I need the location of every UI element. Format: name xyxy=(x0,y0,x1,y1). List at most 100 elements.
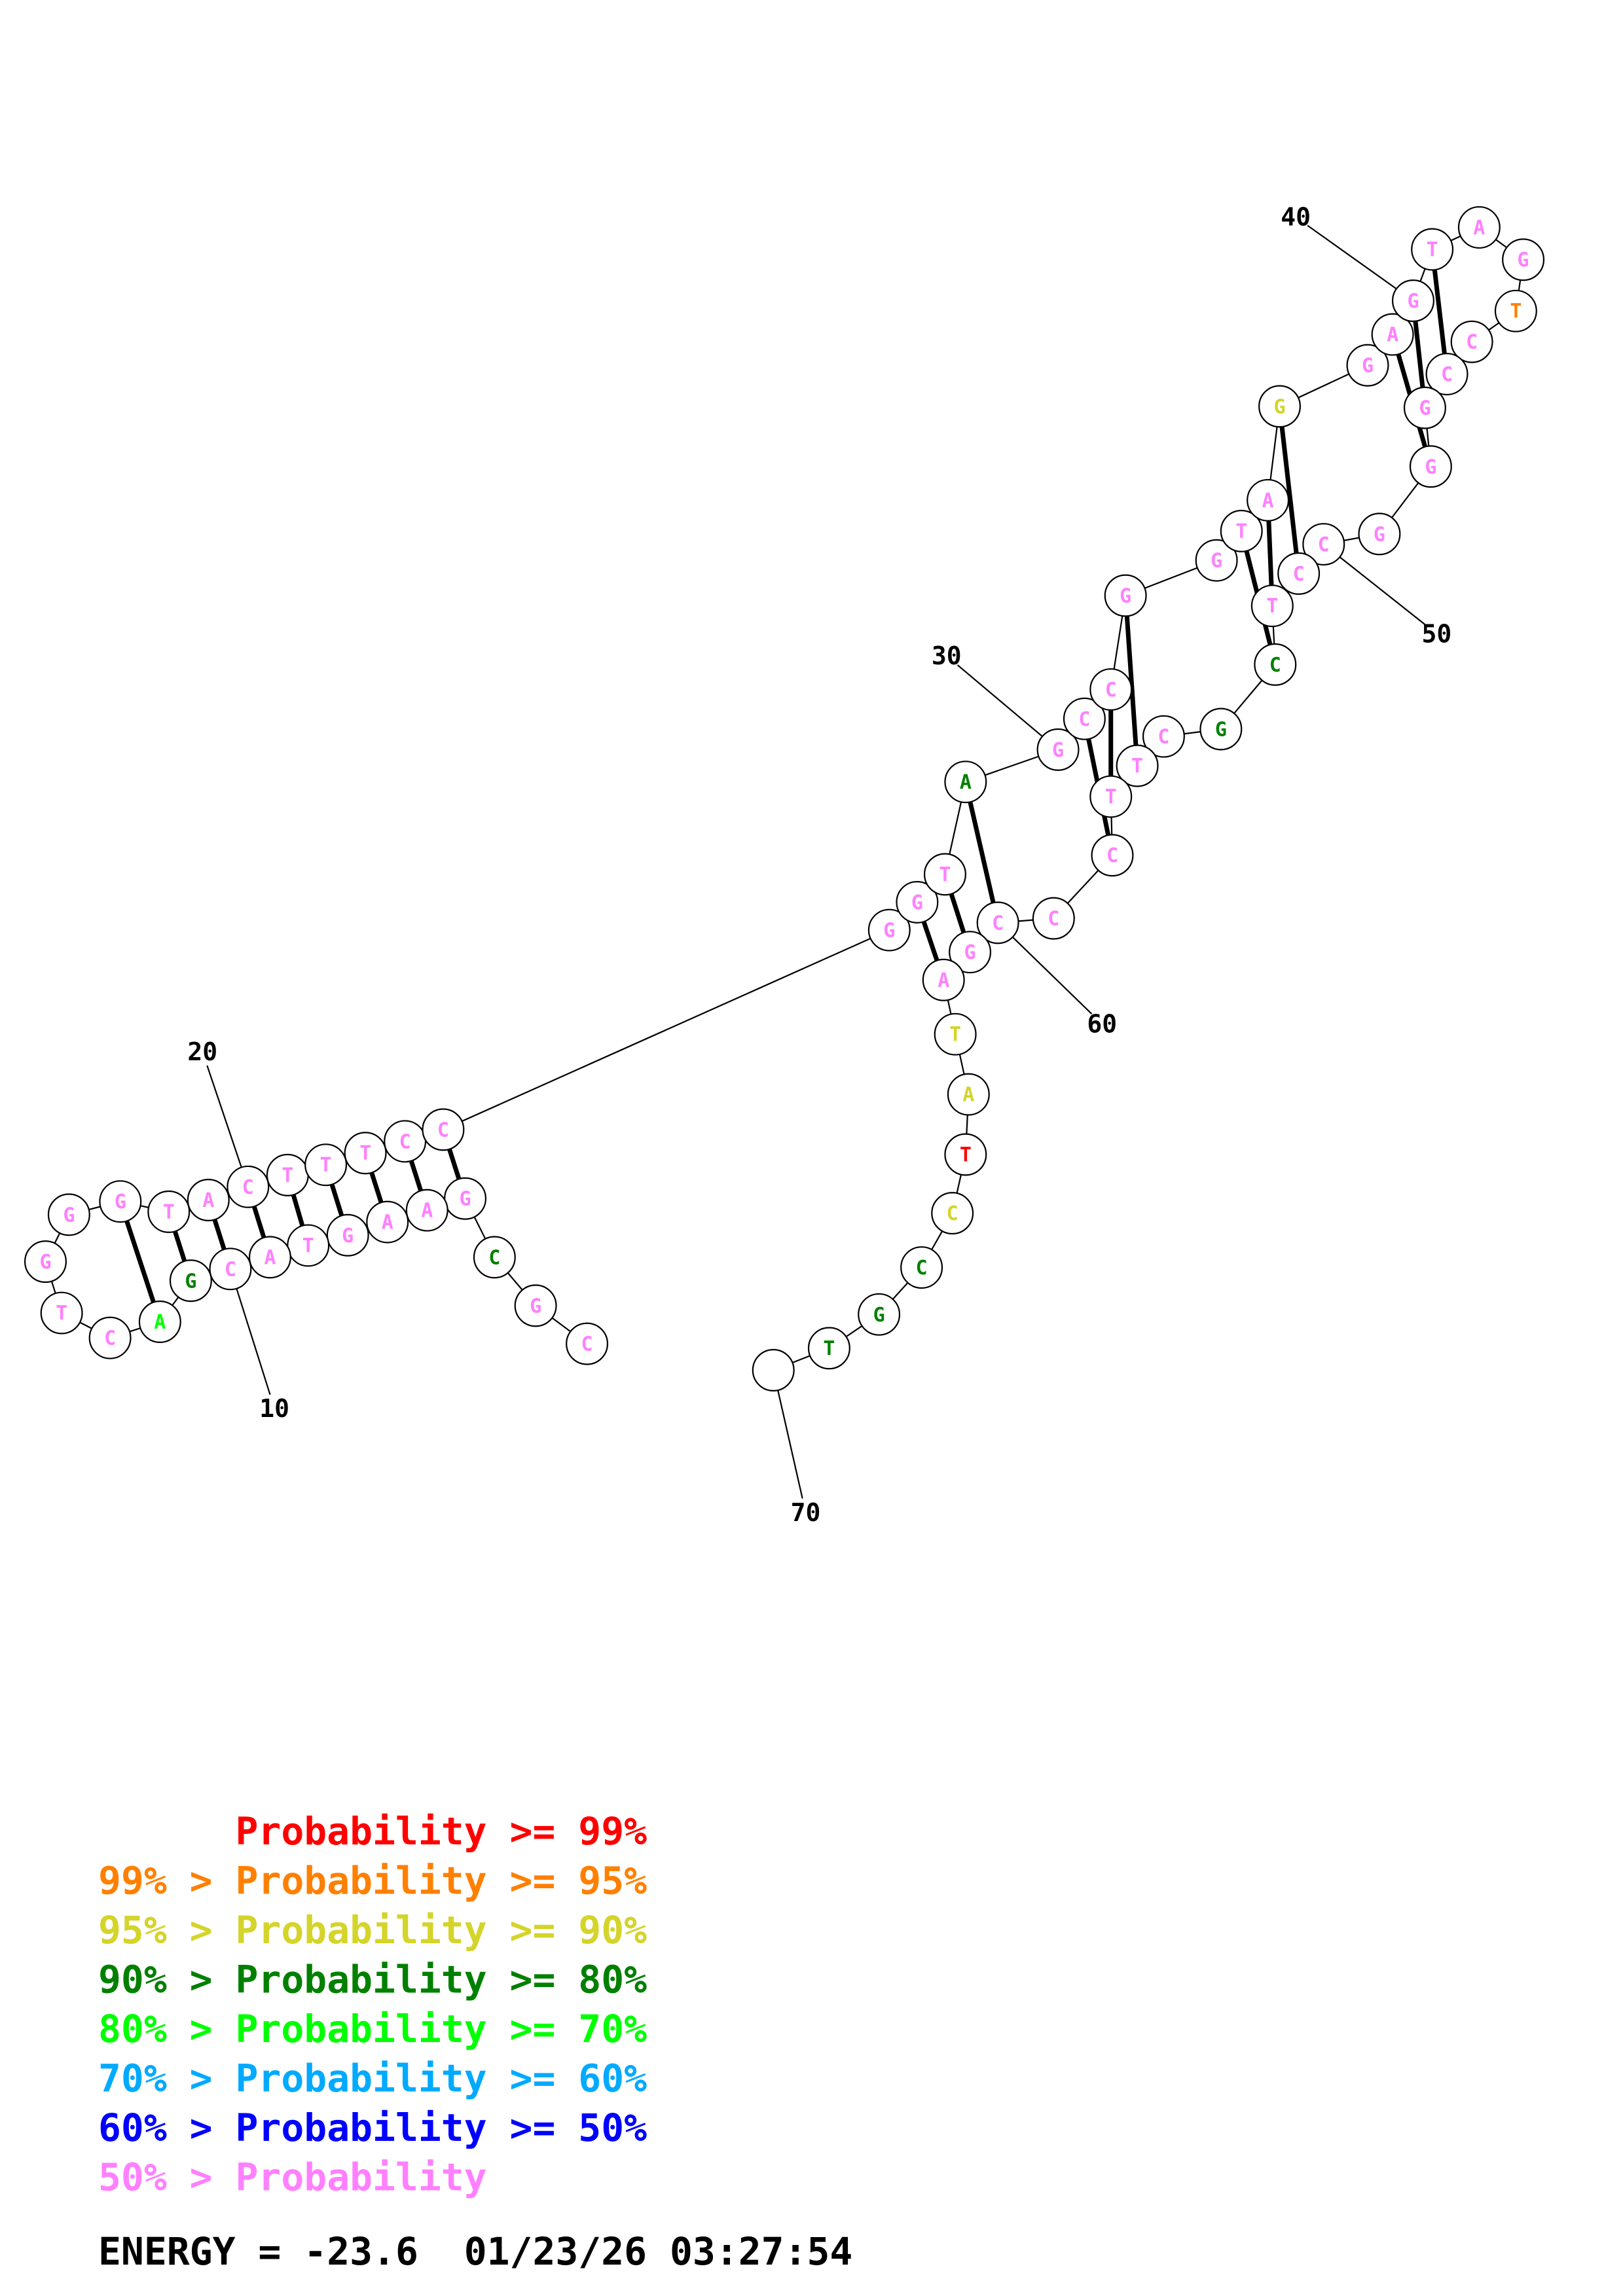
base-pair-bond xyxy=(949,893,966,933)
nucleotide-circle xyxy=(1091,834,1134,877)
nucleotide-circle xyxy=(1250,584,1294,628)
nucleotide-letter: G xyxy=(1362,355,1374,378)
nucleotide: T xyxy=(944,1133,987,1176)
legend-entry-prefix: 50% > xyxy=(98,2155,236,2200)
legend-entry-prefix: 99% > xyxy=(98,1859,236,1903)
nucleotide-letter: G xyxy=(39,1251,51,1274)
probability-legend: Probability >= 99% 99% > Probability >= 9… xyxy=(98,1809,647,2200)
nucleotide: C xyxy=(384,1120,427,1163)
nucleotide: T xyxy=(934,1013,977,1056)
nucleotide-letter: C xyxy=(1048,908,1059,931)
nucleotide-letter: G xyxy=(530,1295,541,1318)
nucleotide: C xyxy=(1425,353,1468,396)
nucleotide-circle xyxy=(867,908,911,952)
nucleotide: G xyxy=(24,1240,67,1283)
nucleotide-circle xyxy=(344,1132,387,1175)
legend-entry-body: Probability xyxy=(236,2155,487,2200)
nucleotide-letter: T xyxy=(1235,520,1247,543)
nucleotide: C xyxy=(1254,643,1297,686)
nucleotide: C xyxy=(900,1246,943,1289)
legend-entry-prefix: 60% > xyxy=(98,2106,236,2150)
nucleotide-circle xyxy=(1142,715,1185,758)
nucleotide-letter: T xyxy=(960,1143,972,1166)
nucleotide-circle xyxy=(147,1190,191,1233)
nucleotide-circle xyxy=(947,1073,990,1116)
nucleotide-letter: G xyxy=(1518,249,1529,272)
nucleotide-letter: A xyxy=(960,771,972,794)
nucleotide-letter: G xyxy=(459,1188,471,1211)
nucleotide: A xyxy=(922,958,965,1001)
nucleotide: C xyxy=(1089,668,1133,711)
nucleotide: C xyxy=(422,1108,465,1151)
nucleotide-circle xyxy=(1391,279,1434,322)
nucleotide: G xyxy=(1104,574,1147,617)
nucleotide-circle xyxy=(1254,643,1297,686)
nucleotide-letter: C xyxy=(488,1246,500,1269)
position-label: 60 xyxy=(1087,1010,1117,1039)
nucleotide-circle xyxy=(1450,320,1493,363)
nucleotide-letter: G xyxy=(1425,456,1436,478)
legend-entry: 95% > Probability >= 90% xyxy=(98,1908,647,1952)
nucleotide: A xyxy=(405,1189,448,1232)
position-label: 70 xyxy=(791,1498,821,1527)
nucleotide: C xyxy=(473,1236,516,1279)
nucleotide: G xyxy=(169,1259,212,1302)
nucleotide-circle xyxy=(1425,353,1468,396)
legend-entry-body: Probability >= 60% xyxy=(236,2056,647,2101)
nucleotide-circle xyxy=(896,880,939,924)
base-pair-bond xyxy=(1266,520,1274,586)
backbone-segment xyxy=(443,929,890,1130)
nucleotide-circle xyxy=(976,901,1019,944)
nucleotide-letter: G xyxy=(185,1270,196,1293)
legend-entry: 70% > Probability >= 60% xyxy=(98,2056,647,2101)
nucleotide: T xyxy=(923,853,966,896)
nucleotide-circle xyxy=(248,1236,291,1279)
nucleotide-letter: G xyxy=(63,1204,75,1227)
nucleotide-circle xyxy=(1195,539,1238,582)
nucleotide xyxy=(752,1348,795,1391)
nucleotide-letter: G xyxy=(1419,397,1431,420)
nucleotide-circle xyxy=(1089,668,1133,711)
nucleotide: C xyxy=(1302,523,1345,566)
base-pair-bond xyxy=(968,801,996,904)
nucleotide-letter: C xyxy=(1318,533,1330,556)
nucleotide-circle xyxy=(304,1143,348,1187)
nucleotide: G xyxy=(1036,728,1080,771)
base-pair-bond xyxy=(409,1160,424,1192)
legend-entry: 80% > Probability >= 70% xyxy=(98,2007,647,2051)
nucleotide-circle xyxy=(1409,445,1452,488)
base-pair-bond xyxy=(1279,426,1299,554)
position-tick xyxy=(773,1370,803,1499)
base-pair-bond xyxy=(329,1183,344,1217)
nucleotide: A xyxy=(1247,478,1290,522)
nucleotide-circle xyxy=(24,1240,67,1283)
nucleotide-letter: G xyxy=(883,920,895,942)
nucleotide-circle xyxy=(40,1291,83,1335)
nucleotide-letter: C xyxy=(1441,363,1453,386)
nucleotide-letter: C xyxy=(1106,844,1118,867)
legend-entry-body: Probability >= 70% xyxy=(236,2007,647,2051)
nucleotide-letter: A xyxy=(1262,490,1274,512)
nucleotide-circle xyxy=(1104,574,1147,617)
nucleotide-circle xyxy=(1089,775,1133,818)
nucleotide-circle xyxy=(1032,897,1075,940)
nucleotide: T xyxy=(1250,584,1294,628)
nucleotide-circle xyxy=(514,1284,557,1327)
nucleotide-letter: A xyxy=(202,1189,214,1212)
nucleotide: C xyxy=(1032,897,1075,940)
nucleotide-letter: T xyxy=(359,1142,371,1165)
legend-entry: 50% > Probability xyxy=(98,2155,487,2200)
nucleotide-circle xyxy=(326,1213,369,1257)
position-tick xyxy=(997,922,1093,1014)
position-label: 10 xyxy=(259,1394,289,1423)
nucleotide-circle xyxy=(900,1246,943,1289)
nucleotide: A xyxy=(1457,206,1501,249)
nucleotide: T xyxy=(1116,744,1159,787)
nucleotide-letter: A xyxy=(421,1200,433,1223)
nucleotide: G xyxy=(1258,385,1301,428)
nucleotide-circle xyxy=(934,1013,977,1056)
nucleotide-letter: G xyxy=(964,941,976,964)
nucleotide-circle xyxy=(473,1236,516,1279)
nucleotide-circle xyxy=(1247,478,1290,522)
nucleotide-letter: G xyxy=(911,891,923,914)
